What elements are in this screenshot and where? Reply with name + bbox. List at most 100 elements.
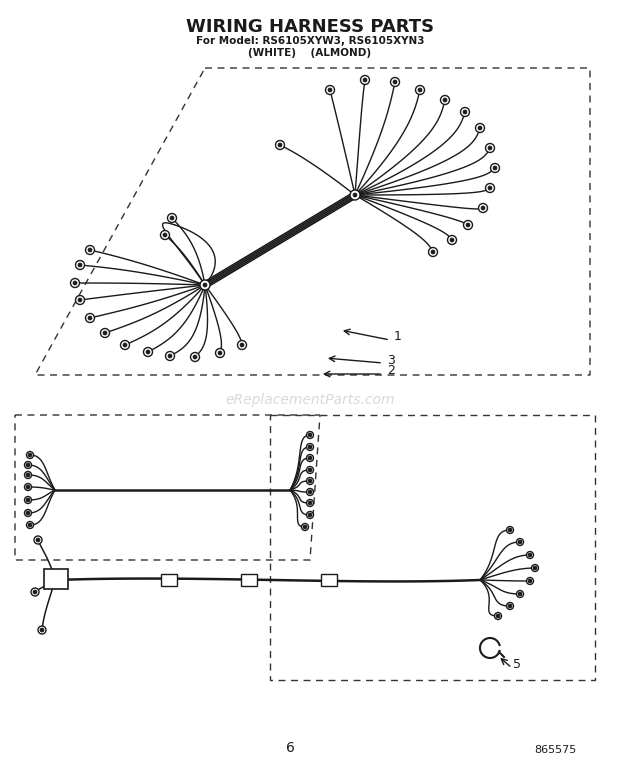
Circle shape [418, 88, 422, 92]
Circle shape [76, 261, 84, 270]
Circle shape [488, 146, 492, 150]
Circle shape [28, 523, 32, 527]
Text: 6: 6 [286, 741, 294, 755]
Circle shape [533, 566, 537, 570]
Circle shape [27, 452, 33, 459]
Circle shape [73, 281, 77, 285]
Circle shape [278, 143, 282, 147]
Circle shape [71, 278, 79, 288]
Circle shape [27, 522, 33, 529]
Circle shape [479, 204, 487, 212]
Circle shape [100, 328, 110, 338]
Circle shape [526, 577, 533, 584]
Circle shape [485, 183, 495, 193]
Text: 1: 1 [394, 331, 402, 343]
Circle shape [193, 355, 197, 359]
Circle shape [476, 123, 484, 133]
Circle shape [76, 296, 84, 304]
Circle shape [34, 536, 42, 544]
Circle shape [308, 445, 312, 449]
Circle shape [120, 341, 130, 349]
Circle shape [170, 216, 174, 220]
Circle shape [275, 140, 285, 150]
Circle shape [448, 236, 456, 244]
Circle shape [363, 78, 367, 82]
Circle shape [168, 354, 172, 358]
Circle shape [25, 484, 32, 491]
Circle shape [485, 144, 495, 153]
Circle shape [490, 164, 500, 172]
Circle shape [146, 350, 150, 354]
Circle shape [306, 444, 314, 451]
Circle shape [415, 86, 425, 94]
FancyBboxPatch shape [321, 574, 337, 586]
Circle shape [493, 166, 497, 170]
Circle shape [143, 348, 153, 356]
Circle shape [308, 433, 312, 437]
Circle shape [507, 602, 513, 609]
Circle shape [26, 473, 30, 477]
Text: 3: 3 [387, 353, 395, 367]
Circle shape [86, 314, 94, 322]
Text: For Model: RS6105XYW3, RS6105XYN3: For Model: RS6105XYW3, RS6105XYN3 [196, 36, 424, 46]
Circle shape [88, 316, 92, 320]
Circle shape [516, 590, 523, 597]
Circle shape [531, 565, 539, 572]
Circle shape [463, 110, 467, 114]
Circle shape [306, 512, 314, 519]
Circle shape [86, 246, 94, 254]
Circle shape [25, 497, 32, 504]
Circle shape [78, 263, 82, 267]
Circle shape [26, 511, 30, 515]
Circle shape [308, 490, 312, 494]
Circle shape [25, 471, 32, 478]
Circle shape [166, 352, 174, 360]
Circle shape [40, 628, 44, 632]
Text: 2: 2 [387, 364, 395, 378]
Circle shape [237, 341, 247, 349]
Circle shape [440, 95, 450, 105]
FancyBboxPatch shape [241, 574, 257, 586]
Circle shape [306, 455, 314, 462]
Circle shape [496, 614, 500, 618]
FancyBboxPatch shape [161, 574, 177, 586]
Circle shape [495, 612, 502, 619]
Circle shape [428, 247, 438, 257]
Circle shape [31, 588, 39, 596]
Circle shape [308, 468, 312, 472]
Circle shape [36, 538, 40, 542]
Circle shape [26, 498, 30, 502]
Circle shape [488, 186, 492, 190]
Circle shape [78, 298, 82, 302]
Circle shape [466, 223, 470, 227]
Circle shape [526, 551, 533, 558]
Circle shape [508, 604, 512, 608]
Circle shape [431, 250, 435, 254]
Circle shape [218, 351, 222, 355]
Circle shape [303, 525, 307, 529]
Circle shape [161, 231, 169, 239]
Circle shape [350, 190, 360, 200]
Circle shape [190, 353, 200, 361]
Circle shape [123, 343, 127, 347]
Circle shape [518, 592, 522, 596]
FancyBboxPatch shape [44, 569, 68, 589]
Circle shape [518, 540, 522, 544]
Circle shape [461, 108, 469, 116]
Circle shape [306, 477, 314, 484]
Text: WIRING HARNESS PARTS: WIRING HARNESS PARTS [186, 18, 434, 36]
Text: eReplacementParts.com: eReplacementParts.com [225, 393, 395, 407]
Circle shape [507, 526, 513, 534]
Circle shape [26, 463, 30, 467]
Circle shape [353, 193, 357, 197]
Circle shape [328, 88, 332, 92]
Circle shape [478, 126, 482, 130]
Circle shape [306, 466, 314, 473]
Circle shape [33, 590, 37, 594]
Circle shape [88, 248, 92, 252]
Circle shape [308, 513, 312, 517]
Circle shape [306, 431, 314, 438]
Circle shape [103, 331, 107, 335]
Circle shape [25, 509, 32, 516]
Text: 865575: 865575 [534, 745, 576, 755]
